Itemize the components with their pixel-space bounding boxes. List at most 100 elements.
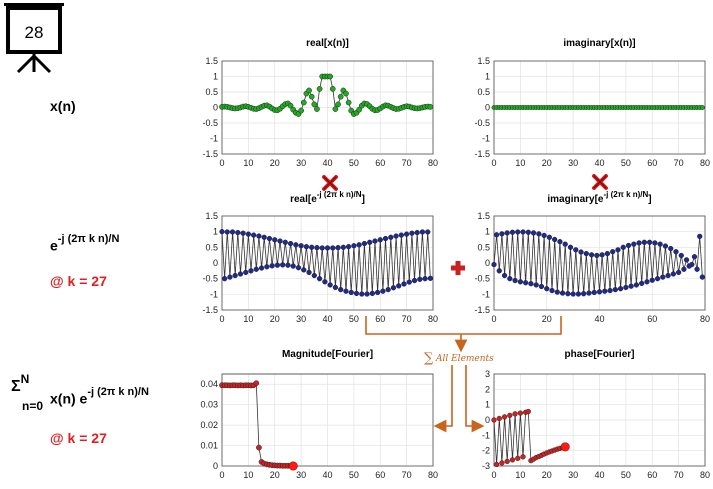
sum-upper-limit: N bbox=[20, 372, 30, 386]
data-point bbox=[224, 229, 230, 235]
x-tick-label: 20 bbox=[542, 470, 552, 480]
data-point bbox=[567, 244, 574, 250]
label-k-value-1: @ k = 27 bbox=[50, 273, 107, 289]
plot-title: real[x(n)] bbox=[306, 38, 349, 49]
kernel-base: e bbox=[50, 237, 58, 254]
data-point bbox=[602, 288, 608, 294]
data-point bbox=[675, 269, 682, 276]
data-point bbox=[353, 290, 360, 297]
data-point bbox=[525, 408, 531, 415]
y-tick-label: -0.5 bbox=[474, 118, 490, 128]
data-point bbox=[316, 86, 323, 92]
data-point bbox=[528, 281, 534, 287]
x-tick-label: 70 bbox=[402, 314, 412, 324]
data-point bbox=[308, 93, 315, 100]
y-tick-label: -2 bbox=[482, 446, 490, 456]
data-point bbox=[285, 262, 291, 268]
data-point bbox=[327, 73, 333, 80]
plot-border bbox=[221, 373, 434, 467]
data-point bbox=[533, 282, 539, 288]
data-point bbox=[668, 245, 674, 252]
y-tick-label: 1 bbox=[485, 72, 490, 82]
plot-phase: 0 10 20 30 40 50 60 70 80 -3 -2 -1 0 1 2 3 phase[Fourier… bbox=[482, 349, 710, 480]
y-tick-label: 0.5 bbox=[477, 242, 490, 252]
sum-symbol: Σ bbox=[11, 378, 21, 395]
x-tick-label: 10 bbox=[243, 470, 253, 480]
series-line bbox=[493, 231, 703, 295]
x-tick-label: 30 bbox=[568, 158, 578, 168]
data-point bbox=[287, 102, 294, 109]
data-point bbox=[496, 415, 502, 422]
y-tick-label: -1.5 bbox=[474, 149, 490, 159]
data-point bbox=[345, 99, 352, 106]
data-point bbox=[523, 280, 529, 286]
y-tick-label: -1 bbox=[482, 289, 490, 299]
data-point bbox=[348, 289, 354, 296]
x-tick-label: 10 bbox=[515, 158, 525, 168]
x-tick-label: 30 bbox=[296, 158, 306, 168]
data-point bbox=[256, 233, 262, 239]
x-tick-label: 70 bbox=[402, 470, 412, 480]
data-point bbox=[573, 247, 579, 253]
data-point bbox=[316, 276, 323, 282]
data-point bbox=[530, 230, 537, 236]
x-tick-label: 10 bbox=[243, 314, 253, 324]
data-point bbox=[243, 269, 249, 276]
data-point bbox=[583, 250, 589, 257]
data-point bbox=[343, 288, 349, 294]
data-point bbox=[427, 104, 434, 110]
x-tick-label: 80 bbox=[428, 470, 438, 480]
y-tick-label: 0.5 bbox=[205, 87, 218, 97]
data-point bbox=[694, 266, 700, 272]
data-point bbox=[280, 262, 286, 268]
data-point bbox=[287, 240, 294, 247]
data-point bbox=[298, 243, 304, 249]
data-point bbox=[541, 232, 547, 239]
data-point bbox=[264, 264, 270, 270]
data-point bbox=[351, 243, 357, 249]
data-point bbox=[501, 414, 508, 420]
x-tick-label: 80 bbox=[428, 314, 438, 324]
x-tick-label: 30 bbox=[296, 470, 306, 480]
sum-body: x(n) e-j (2π k n)/N bbox=[50, 386, 149, 407]
data-point bbox=[422, 276, 428, 282]
data-point bbox=[398, 232, 405, 238]
y-tick-label: -1.5 bbox=[474, 305, 490, 315]
y-tick-label: 1.5 bbox=[477, 211, 490, 221]
x-tick-label: 70 bbox=[674, 158, 684, 168]
data-point bbox=[657, 241, 663, 247]
data-point bbox=[499, 231, 505, 237]
x-tick-label: 20 bbox=[542, 158, 552, 168]
data-point bbox=[256, 444, 262, 451]
data-point bbox=[251, 232, 257, 238]
plot-title: real[e-j (2π k n)/N] bbox=[290, 190, 365, 205]
data-point bbox=[496, 268, 502, 274]
y-tick-label: 1 bbox=[485, 400, 490, 410]
x-tick-label: 40 bbox=[594, 158, 604, 168]
y-tick-label: -1 bbox=[210, 289, 218, 299]
data-point bbox=[298, 107, 304, 114]
data-point bbox=[646, 239, 653, 245]
x-tick-label: 20 bbox=[270, 158, 280, 168]
y-tick-label: 0 bbox=[213, 461, 218, 471]
data-point bbox=[382, 235, 389, 242]
data-point bbox=[319, 245, 325, 251]
plot-title: imaginary[x(n)] bbox=[563, 38, 635, 49]
data-point bbox=[570, 291, 576, 297]
data-point bbox=[641, 239, 647, 245]
data-point bbox=[649, 277, 655, 283]
x-tick-label: 0 bbox=[491, 314, 496, 324]
data-point bbox=[699, 105, 705, 110]
data-point bbox=[329, 86, 336, 92]
y-tick-label: -0.5 bbox=[202, 118, 218, 128]
data-point bbox=[493, 461, 500, 468]
x-tick-label: 60 bbox=[647, 470, 657, 480]
data-point bbox=[493, 232, 500, 238]
label-kernel: e-j (2π k n)/N bbox=[50, 233, 119, 254]
y-tick-label: 3 bbox=[485, 369, 490, 379]
data-point bbox=[670, 271, 676, 277]
data-point bbox=[335, 244, 341, 251]
data-point bbox=[219, 229, 225, 235]
y-tick-label: -0.5 bbox=[202, 274, 218, 284]
data-point bbox=[359, 291, 365, 297]
